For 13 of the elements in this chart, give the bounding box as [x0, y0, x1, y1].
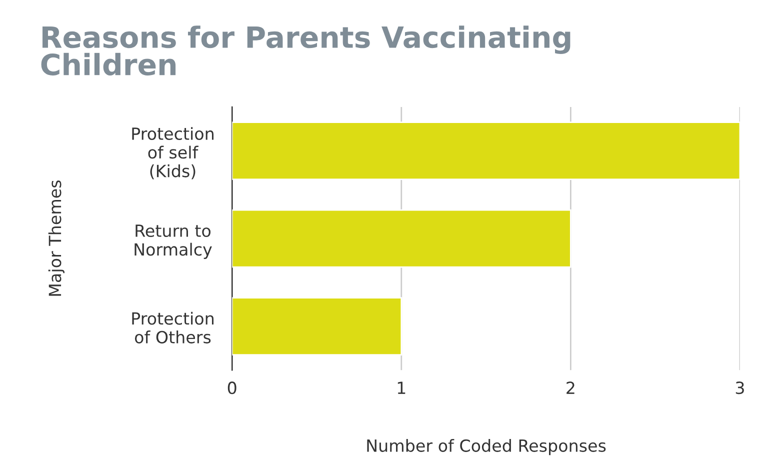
- y-tick-label: Return to Normalcy: [134, 224, 212, 259]
- y-tick-label: Protection of Others: [132, 312, 214, 344]
- x-axis-title: Number of Coded Responses: [367, 439, 606, 456]
- bar: [232, 122, 740, 180]
- x-tick-label: 0: [228, 382, 236, 394]
- bar: [232, 209, 572, 268]
- x-tick-label: 2: [566, 382, 574, 394]
- chart-title: Reasons for Parents Vaccinating Children: [41, 26, 570, 76]
- x-tick-label: 3: [736, 382, 744, 394]
- bar: [232, 297, 402, 356]
- x-tick-label: 1: [398, 382, 406, 394]
- y-axis-title: Major Themes: [48, 180, 65, 296]
- y-tick-label: Protection of self (Kids): [132, 127, 214, 180]
